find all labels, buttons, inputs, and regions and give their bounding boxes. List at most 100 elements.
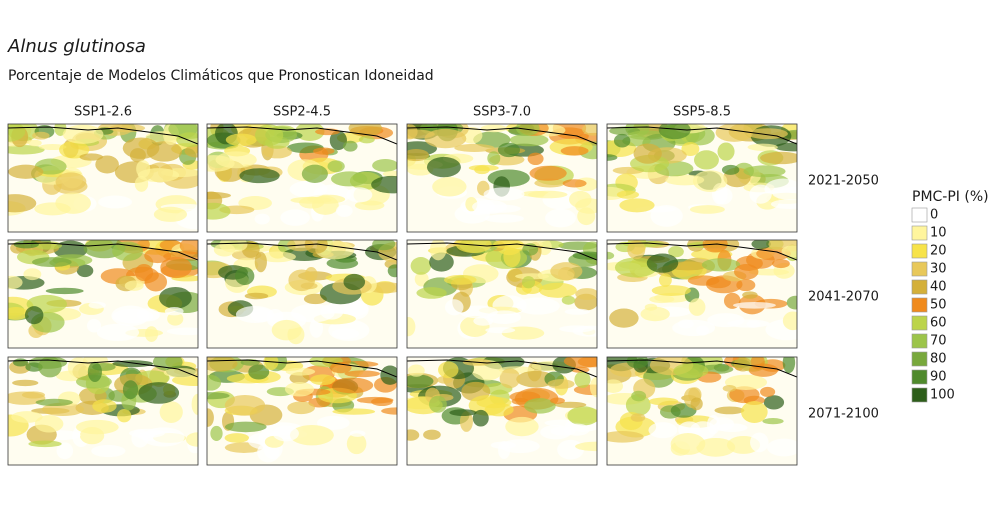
legend-label: 30 [930,262,947,277]
map-patch [224,433,250,443]
map-patch [263,357,279,371]
column-label: SSP3-7.0 [473,105,531,120]
map-patch [630,413,646,422]
map-patch [748,363,779,377]
map-patch [207,191,231,200]
map-patch [96,323,140,342]
subtitle: Porcentaje de Modelos Climáticos que Pro… [8,68,434,84]
map-patch [86,318,102,333]
map-patch [407,364,425,377]
map-patch [153,206,188,222]
map-patch [235,306,275,323]
map-patch [285,367,316,376]
map-patch [640,306,670,322]
map-patch [614,257,658,278]
map-patch [254,124,284,146]
legend-swatch [911,225,928,241]
map-patch [444,299,464,316]
map-patch [701,258,741,272]
map-patch [449,409,477,416]
map-patch [407,149,429,162]
map-patch [167,311,184,326]
map-patch [79,153,103,161]
column-label: SSP5-8.5 [673,105,731,120]
legend-swatch [911,243,928,259]
map-patch [98,195,133,209]
map-patch [25,362,43,372]
coastline [407,126,597,145]
coastline [8,242,198,261]
map-patch [280,209,310,226]
map-patch [88,301,106,309]
map-patch [254,213,270,225]
map-patch [627,240,646,260]
coastline [607,126,797,145]
map-patch [122,137,160,159]
coastline [8,359,198,378]
map-patch [284,382,315,397]
map-patch [34,241,63,250]
map-patch [67,357,91,378]
map-patch [732,302,776,309]
map-patch [164,306,184,316]
map-patch [714,406,745,415]
legend-label: 20 [930,244,947,259]
map-patch [749,184,772,204]
map-patch [554,401,587,408]
map-patch [751,240,771,250]
map-patch [248,364,270,380]
map-patch [210,425,223,442]
map-patch [429,395,447,413]
map-patch [673,363,709,379]
map-patch [762,418,784,425]
map-patch [688,298,706,316]
map-patch [524,398,556,414]
map-patch [335,204,353,217]
map-patch [289,424,334,446]
map-patch [484,214,525,223]
map-patch [185,432,198,447]
map-patch [689,205,725,214]
map-patch [235,266,255,286]
map-patch [589,376,597,398]
map-patch [8,275,23,290]
map-patch [301,164,328,183]
map-patch [41,402,85,417]
map-patch [254,251,267,273]
map-patch [59,141,90,159]
map-patch [455,240,492,253]
map-patch [45,287,84,295]
map-patch [438,361,459,379]
map-patch [163,367,198,378]
map-patch [562,179,587,188]
map-patch [152,357,183,371]
map-patch [743,165,786,178]
map-patch [486,310,522,325]
map-patch [12,379,39,387]
map-patch [207,357,238,372]
map-patch [136,160,151,178]
map-patch [527,152,544,166]
map-patch [613,133,631,148]
map-patch [672,319,716,337]
map-patch [547,379,575,389]
map-panel [607,240,797,348]
map-patch [32,131,50,140]
map-patch [424,128,467,149]
map-patch [287,401,316,415]
map-patch [432,176,467,197]
row-label: 2021-2050 [808,174,879,189]
map-patch [225,133,257,147]
row-label: 2071-2100 [808,407,879,422]
map-patch [141,427,185,447]
map-panel [207,240,397,348]
map-patch [381,407,397,415]
map-patch [734,263,759,280]
legend-swatch [911,279,928,295]
map-patch [497,142,520,158]
map-patch [124,280,144,291]
map-patch [714,187,733,205]
map-patch [646,253,679,273]
map-patch [28,440,62,448]
map-patch [160,256,192,279]
